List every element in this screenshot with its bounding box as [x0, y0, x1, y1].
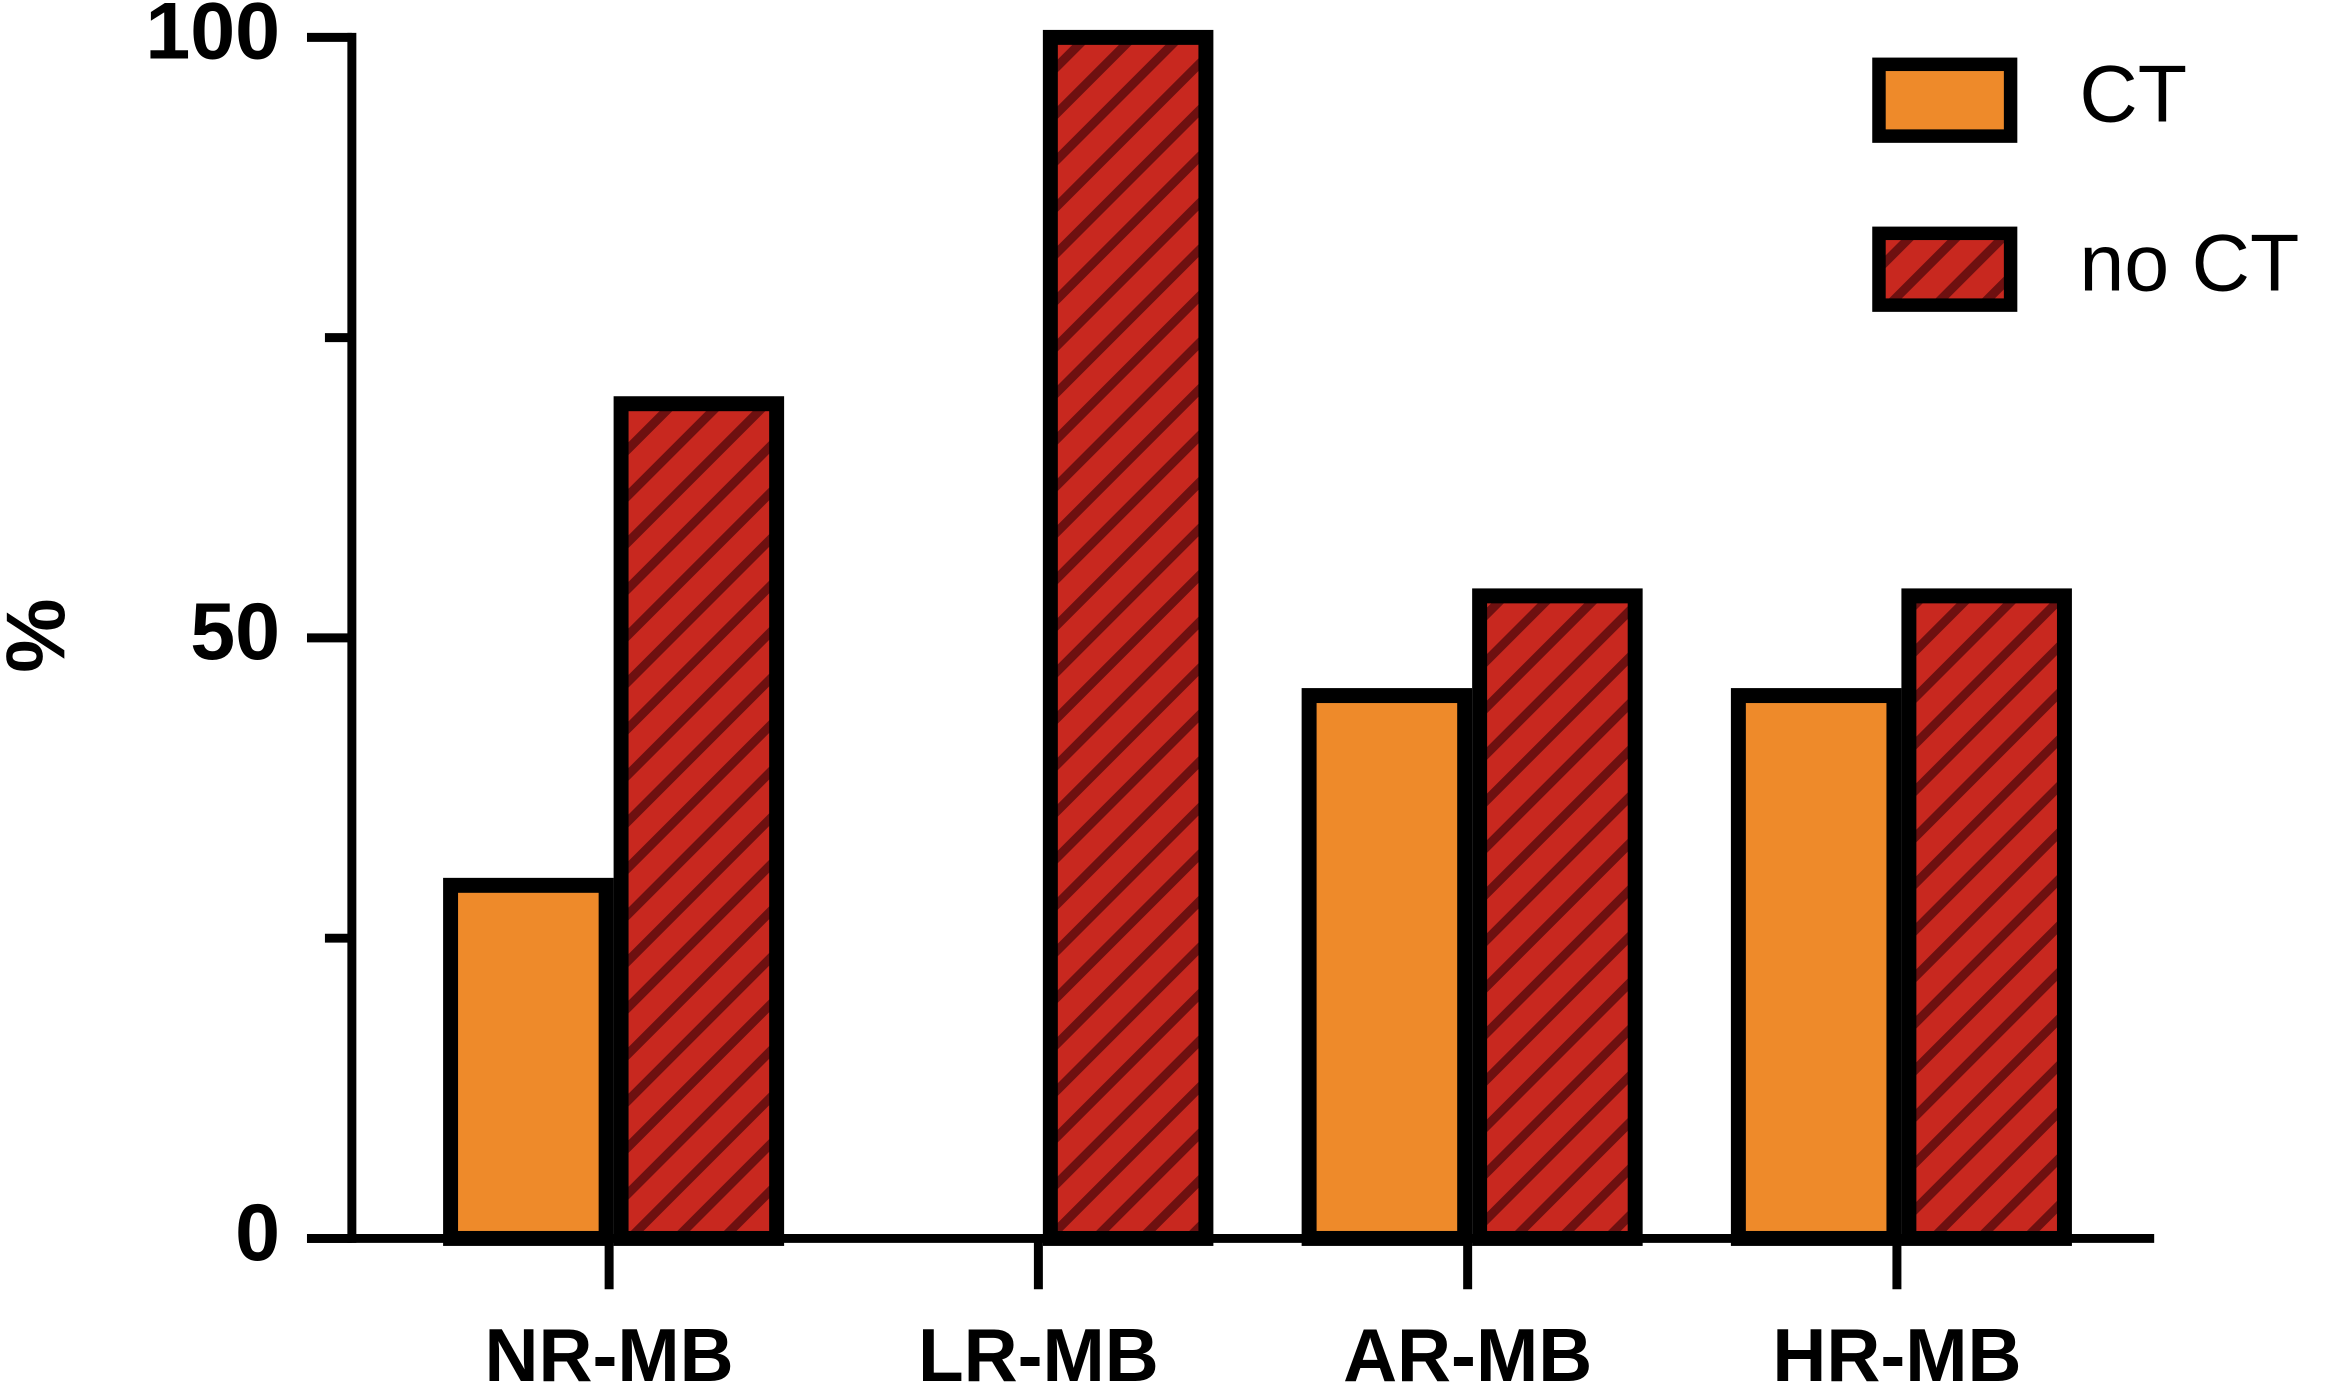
x-tick-label: NR-MB: [485, 1313, 734, 1394]
x-tick-label: AR-MB: [1343, 1313, 1592, 1394]
bar: [443, 877, 614, 1246]
x-tick-label: LR-MB: [918, 1313, 1159, 1394]
legend-swatch: [1872, 57, 2018, 143]
x-tick-label: HR-MB: [1772, 1313, 2021, 1394]
bar: [1901, 588, 2072, 1246]
legend-label: CT: [2079, 50, 2187, 140]
legend-swatch: [1872, 226, 2018, 312]
y-tick-label: 100: [145, 0, 280, 77]
legend-label: no CT: [2079, 219, 2299, 309]
y-tick-label: 50: [190, 587, 280, 677]
bar: [1042, 29, 1214, 1246]
bar: [1301, 688, 1473, 1246]
bar: [1472, 588, 1643, 1246]
bar: [613, 396, 785, 1246]
y-axis-label: %: [0, 598, 82, 672]
bar: [1730, 688, 1902, 1246]
y-tick-label: 0: [235, 1188, 280, 1278]
